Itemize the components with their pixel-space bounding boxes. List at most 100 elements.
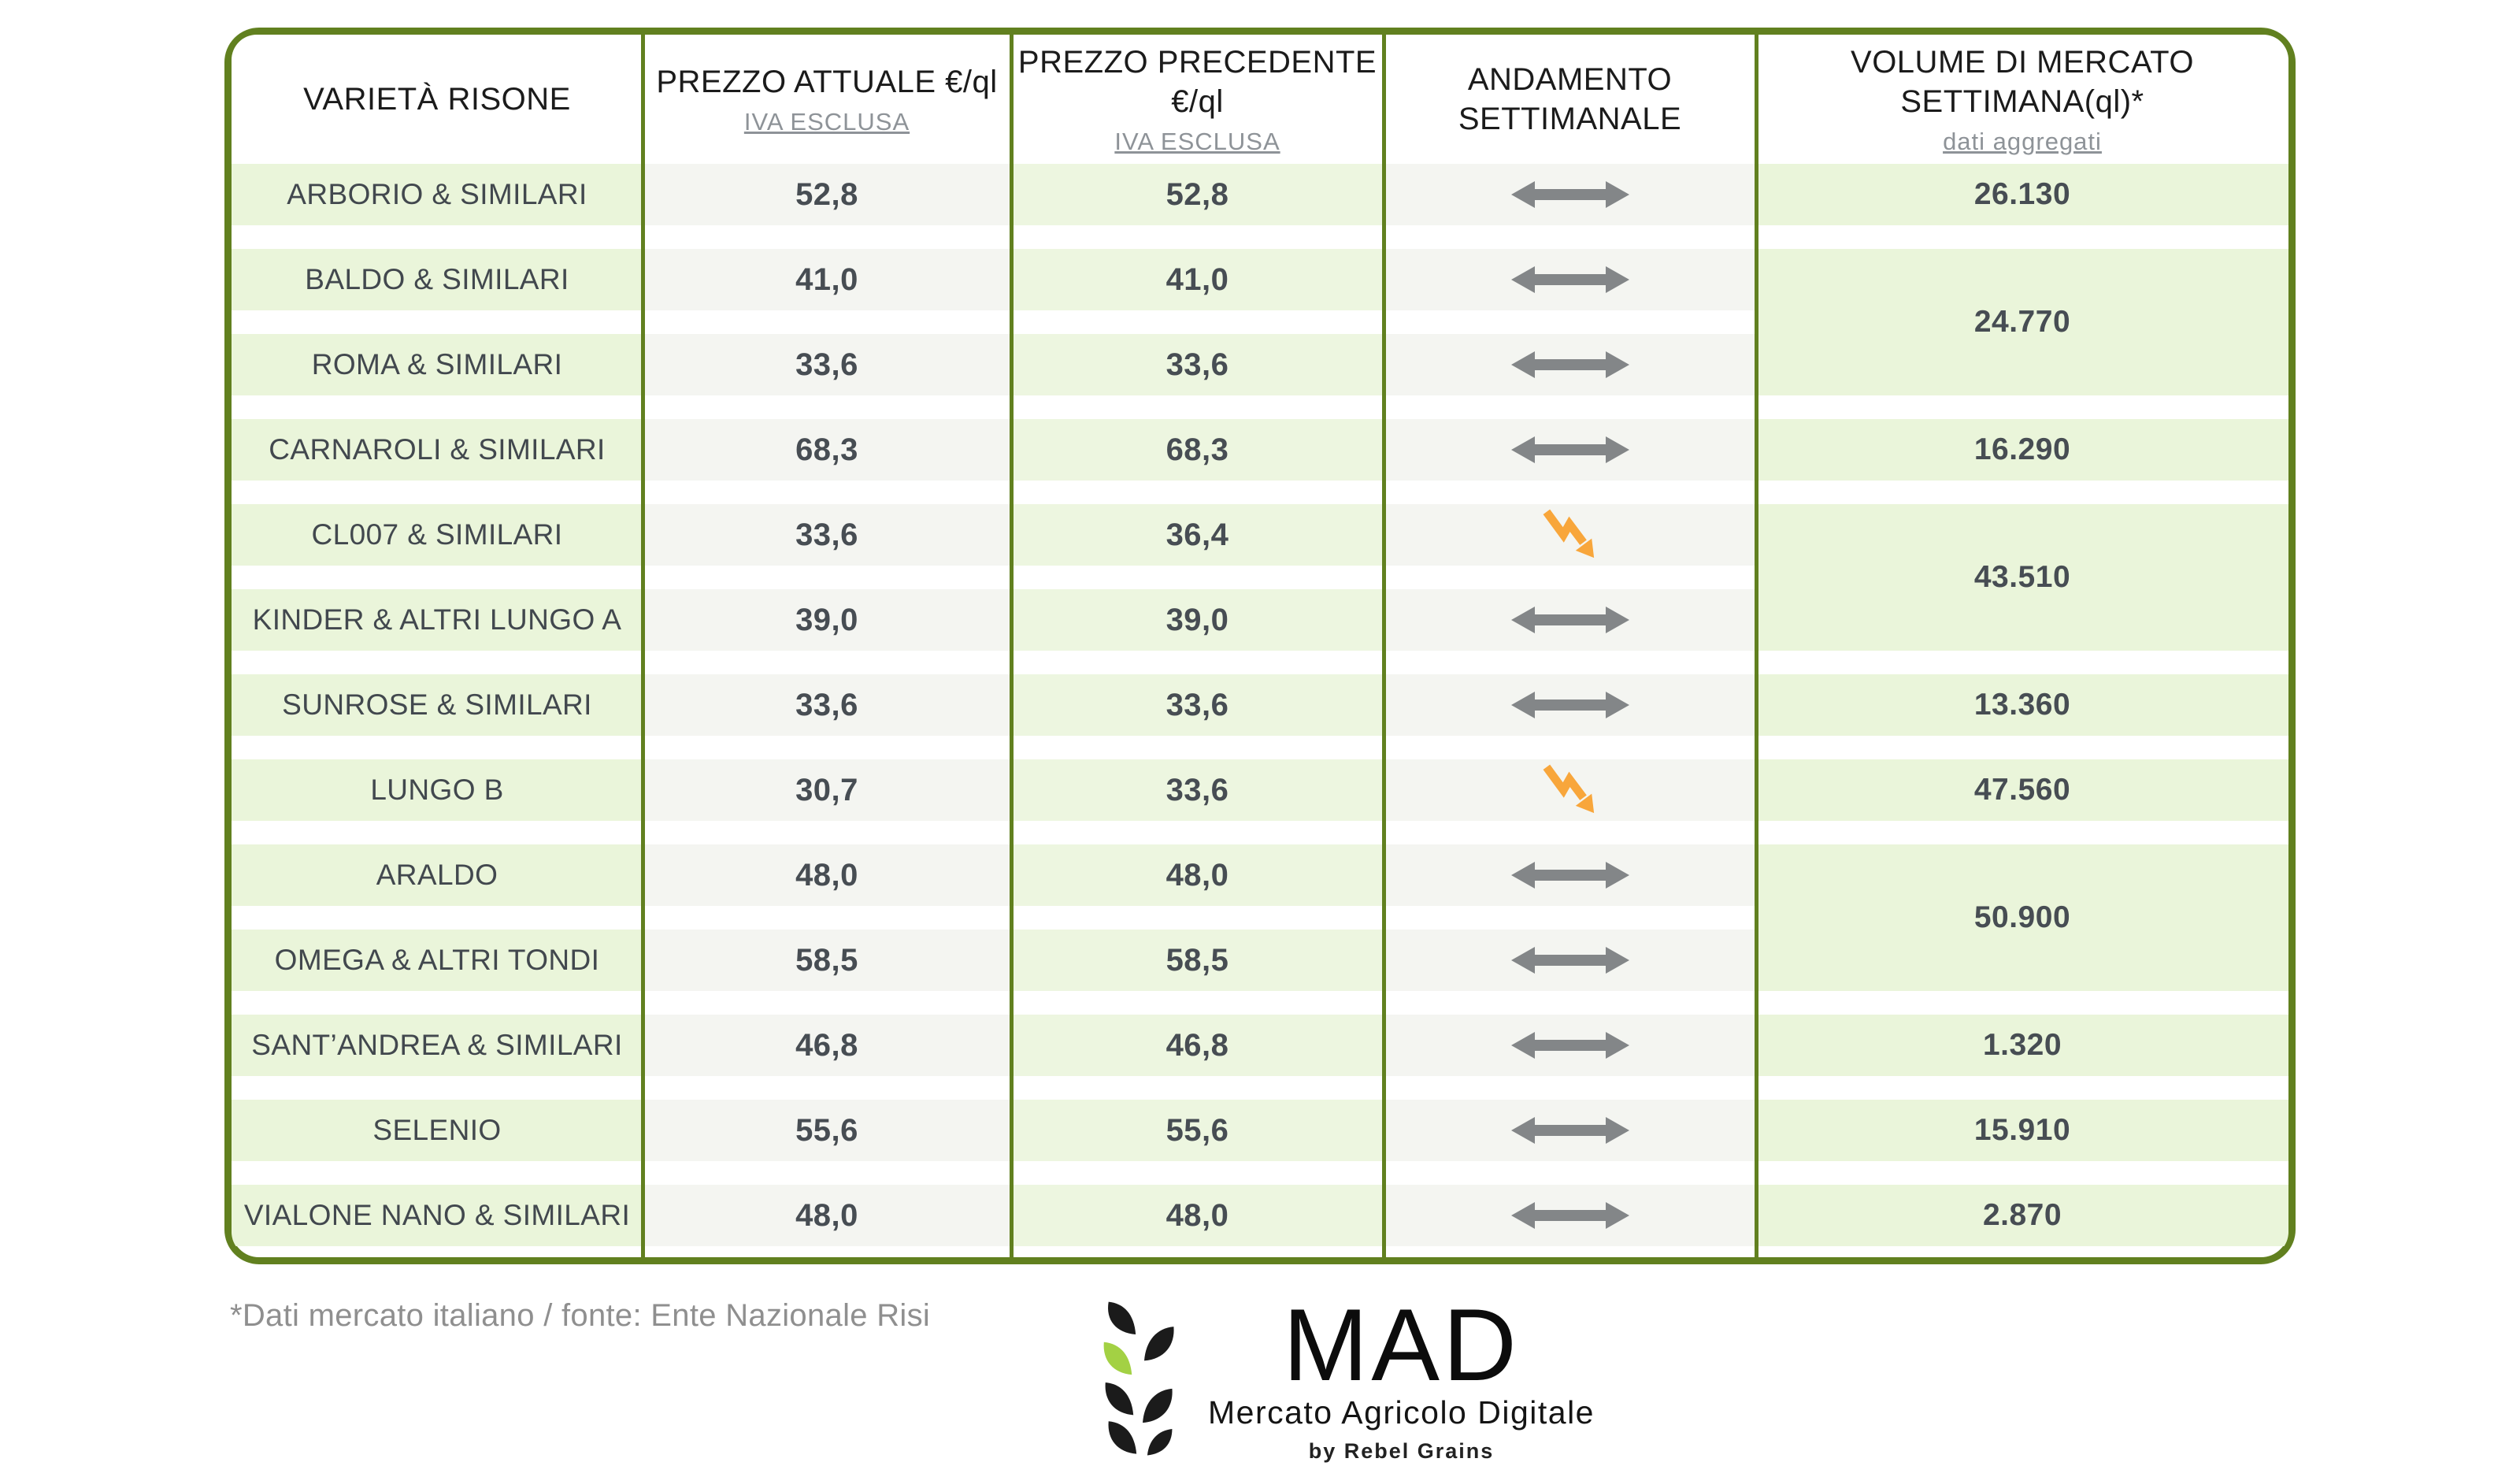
column-header-title: ANDAMENTO SETTIMANALE (1458, 62, 1682, 136)
volume-value: 26.130 (1973, 177, 2071, 211)
variety-cell: BALDO & SIMILARI (232, 249, 643, 310)
trend-cell (1384, 930, 1756, 991)
previous-price-value: 41,0 (1166, 262, 1229, 297)
stable-trend-icon (1510, 1199, 1629, 1232)
variety-label: SELENIO (372, 1114, 502, 1146)
previous-price-value: 39,0 (1166, 602, 1229, 637)
current-price-cell: 33,6 (643, 504, 1011, 566)
variety-cell: SANT’ANDREA & SIMILARI (232, 1015, 643, 1076)
previous-price-value: 33,6 (1166, 687, 1229, 722)
source-note: *Dati mercato italiano / fonte: Ente Naz… (230, 1298, 931, 1333)
current-price-value: 33,6 (795, 517, 858, 552)
previous-price-cell: 33,6 (1011, 674, 1384, 736)
volume-cell: 1.320 (1756, 1015, 2288, 1076)
previous-price-cell: 68,3 (1011, 419, 1384, 481)
previous-price-value: 58,5 (1166, 942, 1229, 978)
variety-label: LUNGO B (370, 774, 504, 806)
previous-price-value: 68,3 (1166, 432, 1229, 467)
variety-cell: ROMA & SIMILARI (232, 334, 643, 395)
previous-price-cell: 46,8 (1011, 1015, 1384, 1076)
previous-price-cell: 33,6 (1011, 334, 1384, 395)
trend-cell (1384, 504, 1756, 566)
current-price-cell: 52,8 (643, 164, 1011, 225)
previous-price-value: 55,6 (1166, 1112, 1229, 1148)
variety-label: ARALDO (376, 859, 498, 891)
variety-label: ARBORIO & SIMILARI (287, 178, 587, 210)
current-price-value: 58,5 (795, 942, 858, 978)
variety-label: OMEGA & ALTRI TONDI (274, 944, 600, 976)
previous-price-value: 52,8 (1166, 176, 1229, 212)
volume-value: 50.900 (1973, 900, 2071, 934)
current-price-value: 48,0 (795, 857, 858, 893)
logo-name: Mercato Agricolo Digitale (1208, 1394, 1595, 1431)
down-trend-icon (1540, 763, 1600, 818)
volume-value: 24.770 (1973, 305, 2071, 339)
stable-trend-icon (1510, 859, 1629, 892)
current-price-cell: 68,3 (643, 419, 1011, 481)
column-header-5: VOLUME DI MERCATO SETTIMANA(ql)* dati agg… (1756, 35, 2288, 155)
variety-label: CARNAROLI & SIMILARI (269, 433, 606, 466)
column-divider (641, 35, 645, 1257)
stable-trend-icon (1510, 178, 1629, 211)
previous-price-value: 33,6 (1166, 347, 1229, 382)
variety-cell: OMEGA & ALTRI TONDI (232, 930, 643, 991)
current-price-value: 52,8 (795, 176, 858, 212)
volume-cell: 15.910 (1756, 1100, 2288, 1161)
trend-cell (1384, 674, 1756, 736)
variety-label: SUNROSE & SIMILARI (282, 688, 592, 721)
variety-cell: ARALDO (232, 844, 643, 906)
previous-price-cell: 55,6 (1011, 1100, 1384, 1161)
trend-cell (1384, 419, 1756, 481)
column-header-3: PREZZO PRECEDENTE €/ql IVA ESCLUSA (1011, 35, 1384, 155)
previous-price-value: 48,0 (1166, 1197, 1229, 1233)
stable-trend-icon (1510, 944, 1629, 977)
previous-price-cell: 58,5 (1011, 930, 1384, 991)
column-divider (1755, 35, 1758, 1257)
trend-cell (1384, 334, 1756, 395)
stable-trend-icon (1510, 348, 1629, 381)
column-header-title: PREZZO PRECEDENTE €/ql (1017, 45, 1377, 119)
volume-cell: 50.900 (1756, 844, 2288, 991)
variety-label: CL007 & SIMILARI (311, 518, 563, 551)
current-price-value: 41,0 (795, 262, 858, 297)
trend-cell (1384, 844, 1756, 906)
column-header-title: VARIETÀ RISONE (303, 82, 571, 117)
mad-logo-leaves-icon (1103, 1301, 1174, 1456)
volume-cell: 26.130 (1756, 164, 2288, 225)
volume-value: 2.870 (1982, 1198, 2062, 1232)
column-header-subtitle: IVA ESCLUSA (1114, 128, 1280, 155)
current-price-cell: 48,0 (643, 1185, 1011, 1246)
column-divider (1010, 35, 1014, 1257)
current-price-cell: 48,0 (643, 844, 1011, 906)
volume-cell: 43.510 (1756, 504, 2288, 651)
down-trend-icon (1540, 507, 1600, 562)
column-header-subtitle: IVA ESCLUSA (743, 108, 910, 135)
volume-value: 43.510 (1973, 560, 2071, 594)
variety-cell: CL007 & SIMILARI (232, 504, 643, 566)
stable-trend-icon (1510, 688, 1629, 722)
logo-acronym: MAD (1283, 1287, 1520, 1402)
volume-value: 15.910 (1973, 1113, 2071, 1147)
stable-trend-icon (1510, 263, 1629, 296)
previous-price-value: 48,0 (1166, 857, 1229, 893)
mad-logo: MAD Mercato Agricolo Digitale by Rebel G… (1093, 1287, 1595, 1465)
previous-price-value: 36,4 (1166, 517, 1229, 552)
trend-cell (1384, 249, 1756, 310)
table-grid: VARIETÀ RISONE PREZZO ATTUALE €/ql IVA ESC… (232, 35, 2288, 1257)
stable-trend-icon (1510, 1114, 1629, 1147)
volume-cell: 24.770 (1756, 249, 2288, 395)
trend-cell (1384, 1015, 1756, 1076)
column-header-1: VARIETÀ RISONE (232, 35, 643, 153)
stable-trend-icon (1510, 603, 1629, 636)
column-header-4: ANDAMENTO SETTIMANALE (1384, 35, 1756, 153)
volume-cell: 2.870 (1756, 1185, 2288, 1246)
current-price-value: 30,7 (795, 772, 858, 807)
column-header-title: PREZZO ATTUALE €/ql (656, 65, 998, 99)
variety-label: SANT’ANDREA & SIMILARI (251, 1029, 623, 1061)
rice-price-table: VARIETÀ RISONE PREZZO ATTUALE €/ql IVA ESC… (224, 28, 2296, 1264)
volume-value: 47.560 (1973, 773, 2071, 807)
variety-cell: LUNGO B (232, 759, 643, 821)
column-header-2: PREZZO ATTUALE €/ql IVA ESCLUSA (643, 35, 1011, 153)
logo-byline: by Rebel Grains (1308, 1438, 1495, 1463)
